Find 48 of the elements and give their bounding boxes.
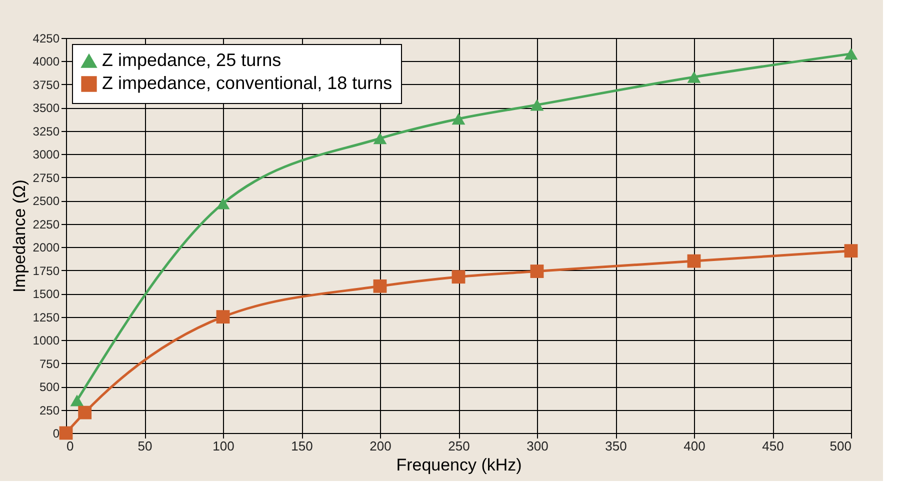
point: [844, 48, 858, 60]
y-tick-label: 0: [52, 426, 60, 440]
y-tick-label: 3750: [32, 78, 60, 92]
y-tick-label: 2250: [32, 217, 60, 232]
y-tick-label: 750: [39, 356, 60, 371]
x-axis-title: Frequency (kHz): [396, 456, 522, 474]
x-tick-label: 150: [291, 438, 313, 454]
point: [78, 406, 92, 420]
x-tick-label: 500: [830, 438, 852, 454]
y-tick-label: 500: [39, 380, 60, 394]
x-tick-label: 400: [684, 438, 706, 454]
y-tick-label: 1250: [32, 310, 60, 324]
y-tick-label: 3500: [32, 101, 60, 116]
point: [216, 310, 230, 324]
x-tick-label: 0: [66, 438, 74, 454]
point: [452, 113, 466, 125]
y-tick-label: 250: [39, 403, 60, 418]
point: [687, 254, 701, 268]
legend-label: Z impedance, conventional, 18 turns: [102, 73, 392, 93]
y-tick-label: 2500: [32, 194, 60, 208]
point: [530, 99, 544, 111]
point: [373, 132, 387, 144]
x-tick-label: 50: [138, 438, 152, 454]
y-axis-title: Impedance (Ω): [10, 180, 29, 292]
x-tick-label: 200: [370, 438, 392, 454]
x-tick-label: 250: [448, 438, 470, 454]
y-tick-label: 4250: [32, 32, 60, 46]
x-tick-label: 100: [212, 438, 234, 454]
x-tick-label: 450: [762, 438, 784, 454]
point: [530, 264, 544, 278]
y-tick-label: 4000: [32, 54, 60, 69]
y-tick-label: 2750: [32, 170, 60, 185]
x-tick-label: 350: [605, 438, 627, 454]
y-tick-label: 3000: [32, 148, 60, 162]
point: [687, 71, 701, 83]
point: [373, 279, 387, 293]
legend-label: Z impedance, 25 turns: [102, 50, 282, 70]
y-tick-label: 3250: [32, 124, 60, 138]
point: [844, 244, 858, 258]
point: [452, 270, 466, 284]
y-tick-label: 1750: [32, 264, 60, 278]
point: [59, 426, 73, 440]
y-tick-label: 2000: [32, 240, 60, 255]
point: [216, 198, 230, 210]
point: [70, 394, 84, 406]
y-tick-label: 1000: [32, 334, 60, 348]
y-tick-label: 1500: [32, 287, 60, 302]
x-tick-label: 300: [526, 438, 548, 454]
